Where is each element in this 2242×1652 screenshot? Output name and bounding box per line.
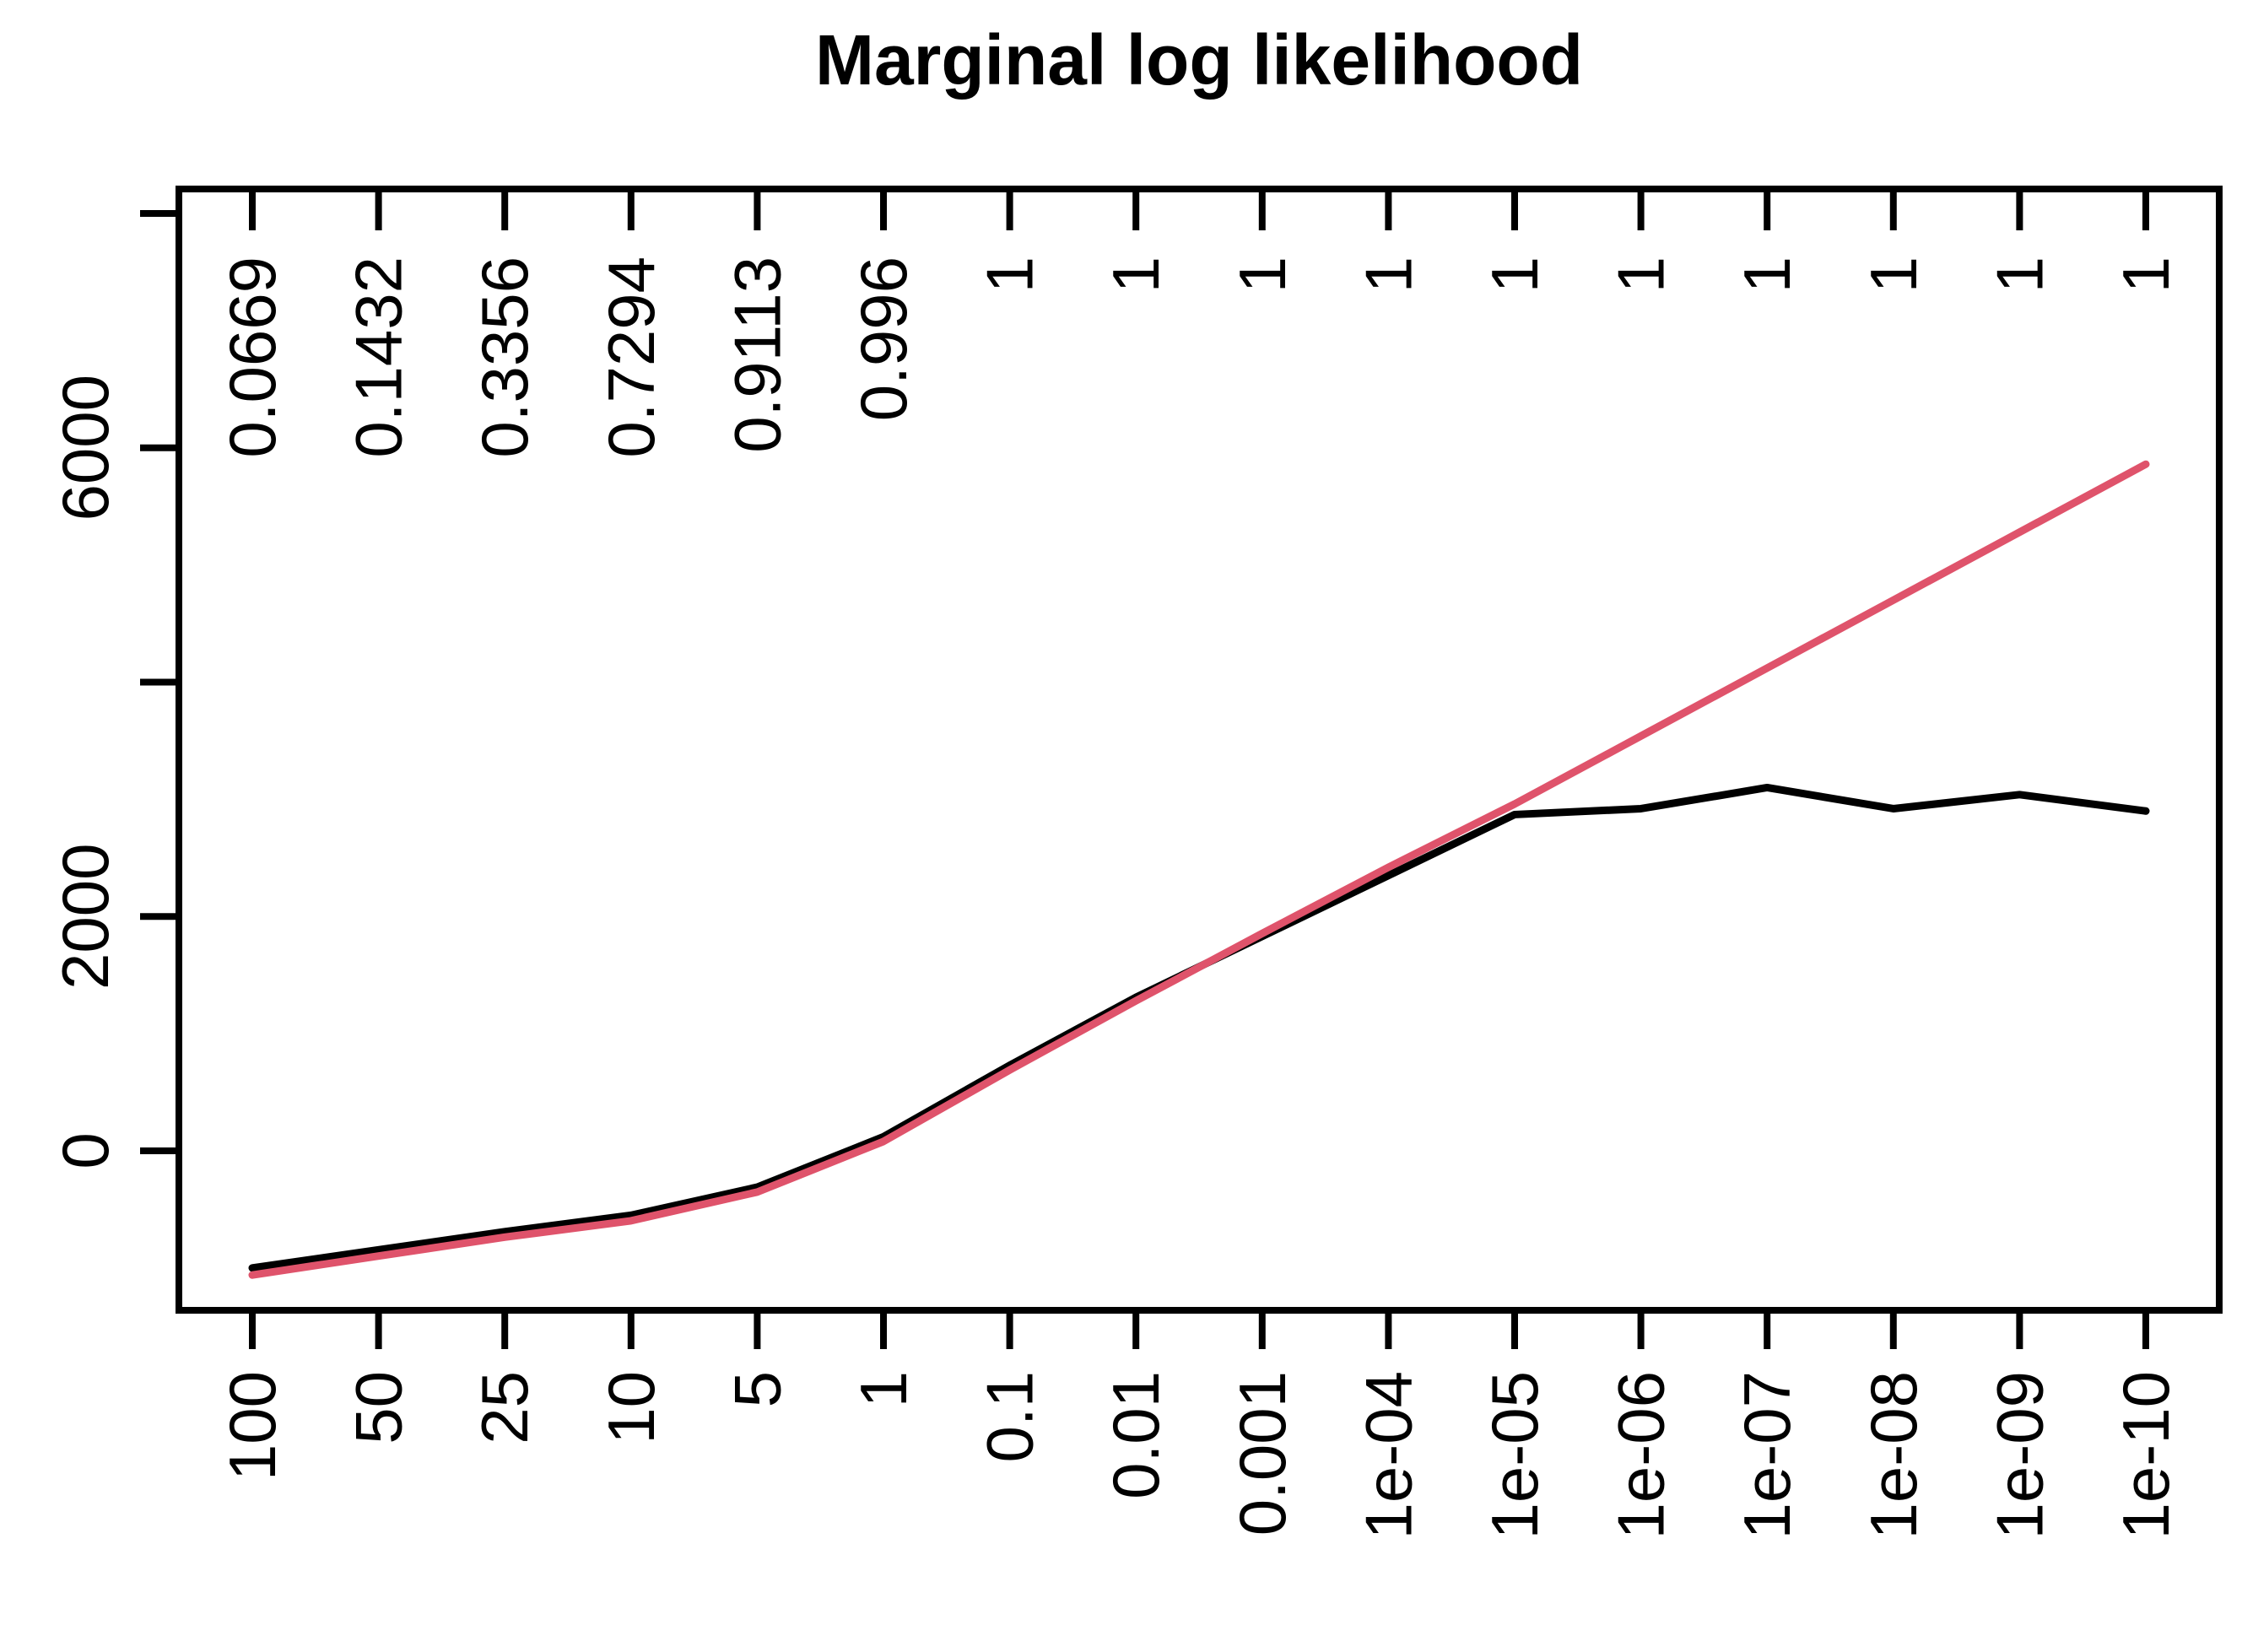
red-line	[248, 460, 2150, 1279]
x-axis-tick-label: 10	[594, 1371, 668, 1444]
x-axis-tick-label: 0.001	[1225, 1371, 1299, 1536]
black-line	[248, 783, 2150, 1272]
y-axis-tick-label: 0	[48, 1132, 122, 1169]
top-axis-tick-label: 1	[1478, 256, 1552, 293]
top-axis-tick-label: 0.9113	[720, 256, 794, 453]
plot-frame	[176, 186, 2223, 1314]
top-axis-tick-label: 1	[1099, 256, 1173, 293]
y-axis-tick-label: 2000	[48, 843, 122, 990]
top-axis-tick-label: 0.3356	[467, 256, 542, 458]
x-axis-tick-label: 1e-07	[1730, 1371, 1804, 1540]
top-axis-tick-label: 0.1432	[342, 256, 416, 458]
chart-title: Marginal log likelihood	[815, 20, 1583, 100]
top-axis-tick-label: 0.0669	[215, 256, 289, 458]
top-axis-tick-label: 0.996	[846, 256, 921, 421]
x-axis-tick-label: 100	[215, 1371, 289, 1481]
top-axis-tick-label: 1	[1730, 256, 1804, 293]
top-axis-tick-label: 1	[1351, 256, 1425, 293]
x-axis-tick-label: 1	[846, 1371, 921, 1407]
x-axis-tick-label: 1e-04	[1351, 1371, 1425, 1540]
x-axis-tick-label: 1e-08	[1856, 1371, 1931, 1540]
x-axis-tick-label: 1e-06	[1604, 1371, 1678, 1540]
y-axis-tick-label: 6000	[48, 375, 122, 521]
top-axis-tick-label: 0.7294	[594, 256, 668, 458]
x-axis-tick-label: 1e-05	[1478, 1371, 1552, 1540]
top-axis-tick-label: 1	[1982, 256, 2056, 293]
x-axis-tick-label: 1e-10	[2109, 1371, 2183, 1540]
top-axis-tick-label: 1	[1225, 256, 1299, 293]
x-axis-tick-label: 1e-09	[1982, 1371, 2056, 1540]
top-axis-tick-label: 1	[1856, 256, 1931, 293]
x-axis-tick-label: 5	[720, 1371, 794, 1407]
plot-area: 1000.0669500.1432250.3356100.729450.9113…	[48, 186, 2223, 1540]
x-axis-tick-label: 25	[467, 1371, 542, 1444]
x-axis-tick-label: 0.01	[1099, 1371, 1173, 1499]
top-axis-tick-label: 1	[1604, 256, 1678, 293]
top-axis-tick-label: 1	[973, 256, 1047, 293]
top-axis-tick-label: 1	[2109, 256, 2183, 293]
x-axis-tick-label: 0.1	[973, 1371, 1047, 1462]
x-axis-tick-label: 50	[342, 1371, 416, 1444]
